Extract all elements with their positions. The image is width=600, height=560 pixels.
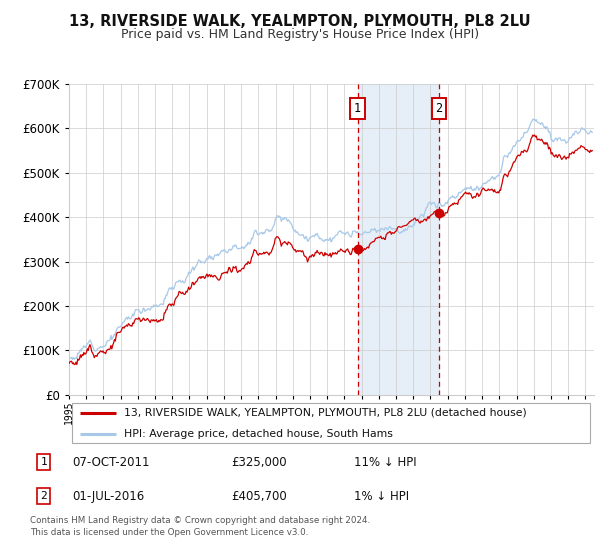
Text: Contains HM Land Registry data © Crown copyright and database right 2024.
This d: Contains HM Land Registry data © Crown c… [30,516,370,537]
Text: 07-OCT-2011: 07-OCT-2011 [72,456,149,469]
Text: £405,700: £405,700 [231,490,287,503]
Text: HPI: Average price, detached house, South Hams: HPI: Average price, detached house, Sout… [124,429,393,439]
Text: 01-JUL-2016: 01-JUL-2016 [72,490,144,503]
Bar [358,84,439,395]
Text: Price paid vs. HM Land Registry's House Price Index (HPI): Price paid vs. HM Land Registry's House … [121,28,479,41]
Text: 2: 2 [41,491,47,501]
Text: 2: 2 [436,102,443,115]
Text: 1: 1 [354,102,361,115]
Text: 13, RIVERSIDE WALK, YEALMPTON, PLYMOUTH, PL8 2LU (detached house): 13, RIVERSIDE WALK, YEALMPTON, PLYMOUTH,… [124,408,527,418]
Text: 1% ↓ HPI: 1% ↓ HPI [353,490,409,503]
Text: 11% ↓ HPI: 11% ↓ HPI [353,456,416,469]
Text: 13, RIVERSIDE WALK, YEALMPTON, PLYMOUTH, PL8 2LU: 13, RIVERSIDE WALK, YEALMPTON, PLYMOUTH,… [69,14,531,29]
Text: £325,000: £325,000 [231,456,287,469]
Text: 1: 1 [41,457,47,467]
FancyBboxPatch shape [71,403,590,443]
